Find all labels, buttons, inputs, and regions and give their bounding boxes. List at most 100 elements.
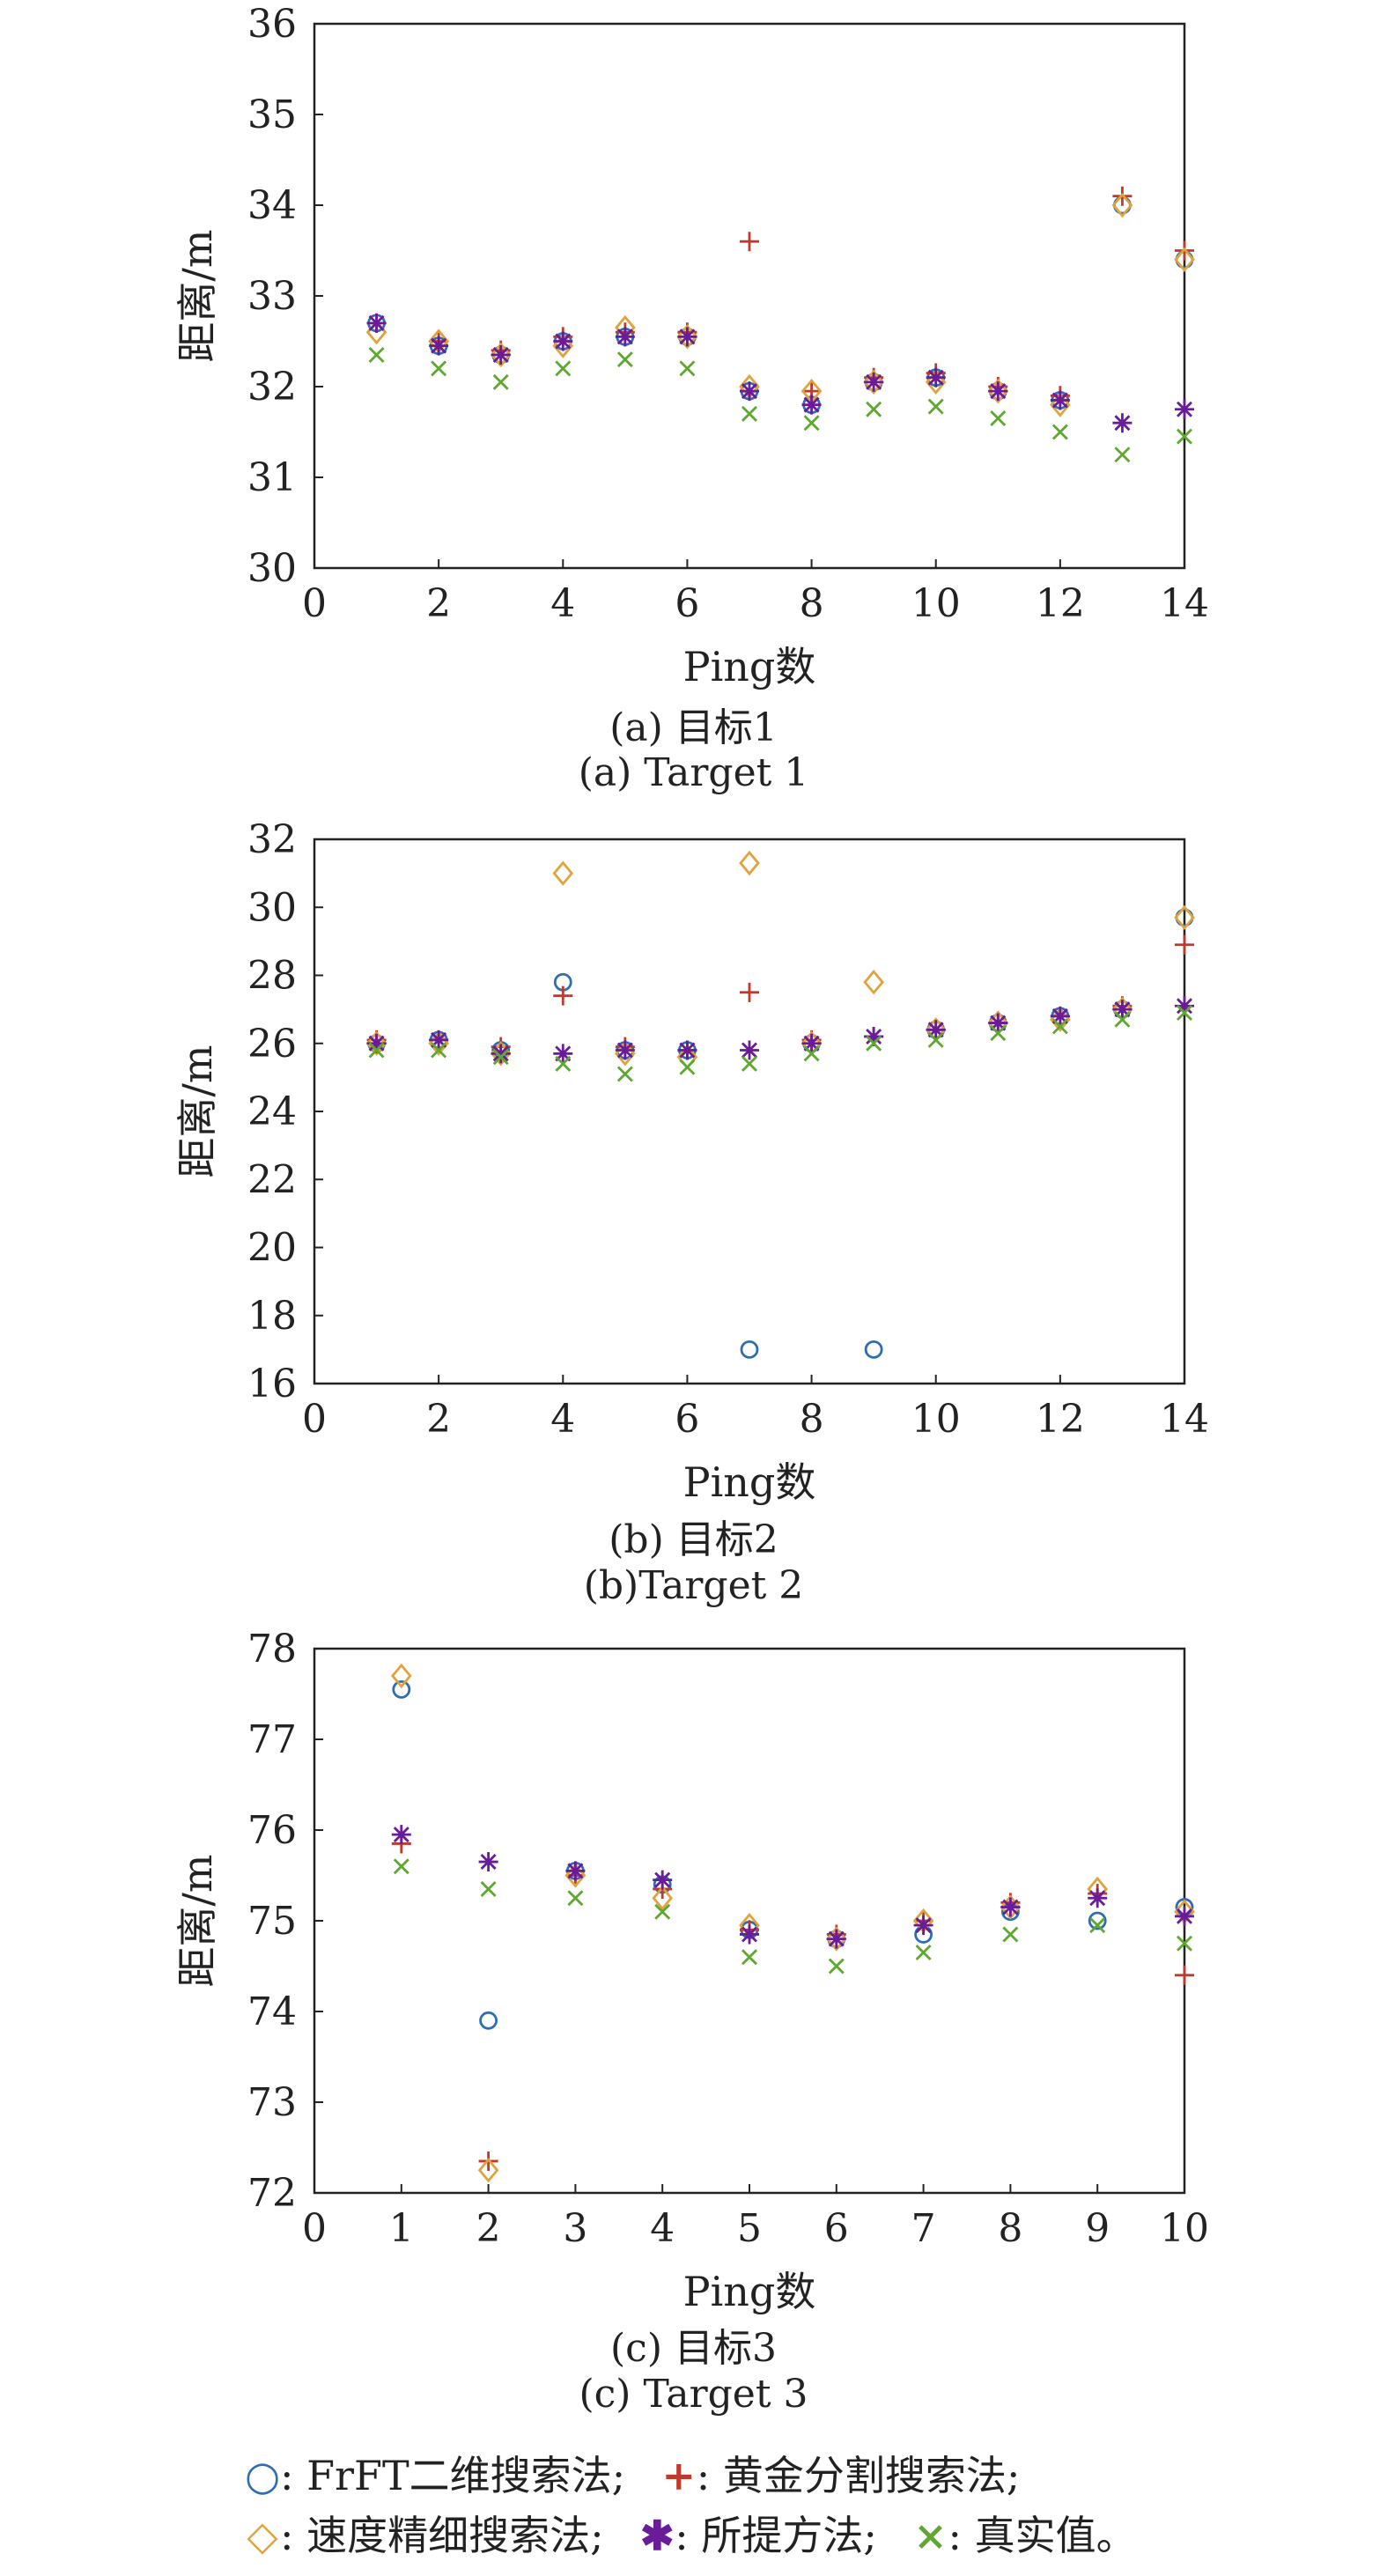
- data-point-asterisk: [1175, 399, 1194, 419]
- data-point-x: [393, 1858, 409, 1875]
- data-point-asterisk: [740, 1040, 759, 1060]
- legend-label-velocity: : 速度精细搜索法;: [280, 2512, 604, 2559]
- data-point-asterisk: [740, 381, 759, 402]
- data-point-x: [555, 360, 572, 377]
- legend-item-golden: +: 黄金分割搜索法;: [661, 2444, 1020, 2502]
- x-tick-label: 5: [737, 2206, 762, 2251]
- x-tick-label: 6: [675, 1397, 699, 1442]
- data-point-x: [654, 1903, 671, 1920]
- legend-line-1: ○: FrFT二维搜索法; +: 黄金分割搜索法;: [245, 2444, 1043, 2502]
- x-tick-label: 4: [550, 1397, 575, 1442]
- data-point-x: [741, 1055, 757, 1072]
- data-point-circle: [740, 1340, 759, 1359]
- data-point-x: [803, 415, 820, 432]
- data-point-plus: [740, 982, 759, 1002]
- data-point-asterisk: [615, 327, 635, 347]
- data-point-circle: [864, 1340, 883, 1359]
- y-tick-label: 30: [247, 885, 297, 930]
- caption-a-en: (a) Target 1: [578, 750, 809, 795]
- data-point-x: [828, 1958, 845, 1974]
- y-tick-label: 33: [247, 274, 297, 319]
- data-point-asterisk: [913, 1915, 933, 1936]
- x-tick-label: 12: [1036, 1397, 1085, 1442]
- data-point-circle: [479, 2011, 498, 2030]
- legend-item-frft: ○: FrFT二维搜索法;: [245, 2444, 625, 2502]
- data-point-x: [616, 1066, 633, 1082]
- x-tick-label: 2: [426, 581, 451, 626]
- data-point-x: [803, 1045, 820, 1062]
- data-point-diamond: [1174, 247, 1195, 272]
- data-point-x: [616, 351, 633, 368]
- y-tick-label: 78: [247, 1627, 297, 1672]
- legend-item-truth: ×: 真实值。: [913, 2504, 1137, 2562]
- data-point-diamond: [825, 1926, 847, 1952]
- x-tick-label: 0: [302, 2206, 327, 2251]
- data-point-plus: [740, 232, 759, 252]
- data-point-asterisk: [366, 313, 387, 333]
- data-point-asterisk: [429, 1030, 449, 1050]
- data-point-x: [555, 1055, 572, 1072]
- y-tick-label: 75: [247, 1899, 297, 1944]
- y-tick-label: 34: [247, 183, 297, 228]
- caption-b-en: (b)Target 2: [583, 1563, 804, 1608]
- data-point-asterisk: [565, 1861, 586, 1881]
- legend-item-proposed: ✱: 所提方法;: [639, 2504, 877, 2562]
- plus-icon: +: [661, 2452, 697, 2499]
- data-point-asterisk: [1000, 1897, 1021, 1917]
- data-point-asterisk: [391, 1825, 411, 1845]
- data-point-diamond: [477, 2158, 499, 2183]
- x-axis-label: Ping数: [683, 643, 816, 690]
- data-point-asterisk: [1175, 1906, 1194, 1926]
- x-tick-label: 14: [1160, 581, 1209, 626]
- data-point-x: [1177, 1005, 1192, 1021]
- x-mark-icon: ×: [913, 2512, 948, 2559]
- data-point-asterisk: [926, 367, 946, 388]
- data-point-plus: [1175, 934, 1194, 955]
- x-axis-label: Ping数: [683, 2268, 816, 2315]
- data-point-diamond: [365, 1030, 387, 1056]
- data-point-x: [1051, 424, 1068, 440]
- data-point-x: [1114, 447, 1131, 463]
- x-tick-label: 10: [911, 1397, 961, 1442]
- data-point-diamond: [863, 369, 884, 395]
- data-point-asterisk: [801, 395, 822, 415]
- x-axis-label: Ping数: [683, 1458, 816, 1506]
- y-tick-label: 74: [247, 1989, 297, 2034]
- data-point-asterisk: [988, 1013, 1008, 1033]
- x-tick-label: 8: [998, 2206, 1022, 2251]
- data-point-diamond: [987, 378, 1009, 404]
- y-axis-label: 距离/m: [173, 1044, 221, 1177]
- x-tick-label: 8: [800, 1397, 824, 1442]
- x-tick-label: 2: [426, 1397, 451, 1442]
- y-tick-label: 31: [247, 455, 297, 500]
- legend-label-truth: : 真实值。: [948, 2512, 1137, 2559]
- y-tick-label: 18: [247, 1294, 297, 1339]
- data-point-asterisk: [429, 336, 449, 356]
- x-tick-label: 4: [550, 581, 575, 626]
- data-point-diamond: [490, 342, 512, 368]
- data-point-x: [866, 1035, 882, 1052]
- data-point-x: [915, 1945, 932, 1961]
- data-point-asterisk: [1175, 996, 1194, 1016]
- data-point-x: [492, 373, 509, 390]
- data-point-x: [741, 1949, 757, 1966]
- legend-item-velocity: ◇: 速度精细搜索法;: [245, 2504, 604, 2562]
- data-point-asterisk: [1050, 1006, 1070, 1026]
- data-point-diamond: [552, 860, 574, 886]
- x-tick-label: 14: [1160, 1397, 1209, 1442]
- data-point-asterisk: [988, 381, 1008, 402]
- data-point-diamond: [1000, 1894, 1022, 1920]
- legend-line-2: ◇: 速度精细搜索法; ✱: 所提方法; ×: 真实值。: [245, 2504, 1160, 2562]
- data-point-diamond: [676, 324, 698, 350]
- data-point-x: [1089, 1917, 1106, 1934]
- y-tick-label: 36: [247, 2, 297, 47]
- x-tick-label: 3: [563, 2206, 587, 2251]
- asterisk-icon: ✱: [639, 2512, 675, 2559]
- x-tick-label: 9: [1085, 2206, 1110, 2251]
- y-tick-label: 26: [247, 1022, 297, 1067]
- data-point-diamond: [1111, 192, 1133, 218]
- data-point-asterisk: [826, 1929, 846, 1949]
- caption-c-cn: (c) 目标3: [610, 2326, 777, 2371]
- x-tick-label: 10: [911, 581, 961, 626]
